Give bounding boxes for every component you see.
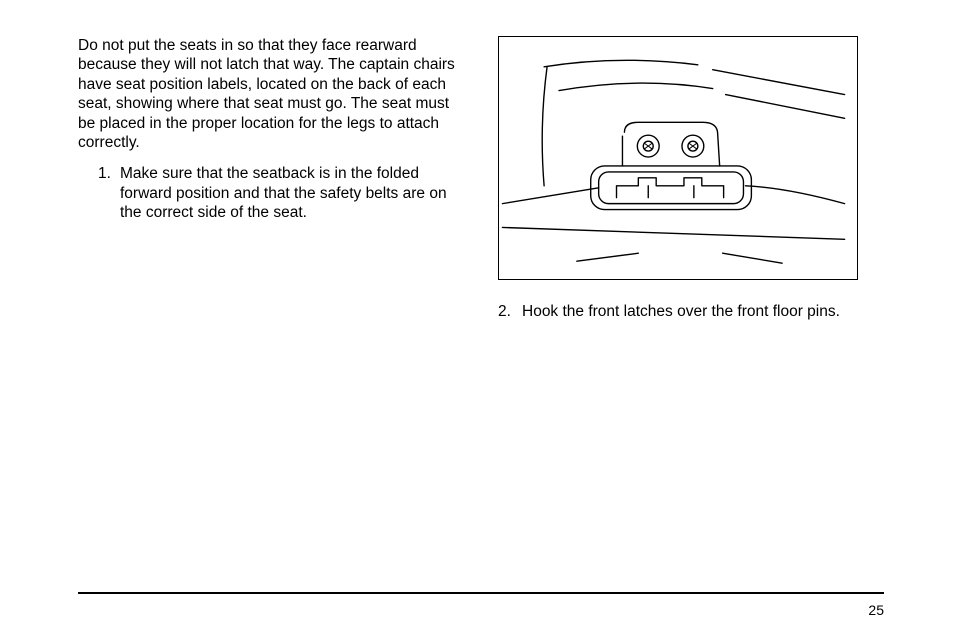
latch-diagram-svg: [499, 37, 857, 279]
intro-paragraph: Do not put the seats in so that they fac…: [78, 36, 468, 152]
page-number: 25: [868, 602, 884, 618]
footer-rule: [78, 592, 884, 594]
step-2-number: 2.: [498, 302, 511, 321]
step-1: 1. Make sure that the seatback is in the…: [98, 164, 468, 222]
step-2-text: Hook the front latches over the front fl…: [522, 303, 840, 320]
steps-list-right: 2. Hook the front latches over the front…: [498, 302, 884, 321]
step-1-text: Make sure that the seatback is in the fo…: [120, 165, 447, 221]
steps-list-left: 1. Make sure that the seatback is in the…: [78, 164, 468, 222]
content-columns: Do not put the seats in so that they fac…: [78, 36, 884, 321]
right-column: 2. Hook the front latches over the front…: [498, 36, 884, 321]
step-2: 2. Hook the front latches over the front…: [498, 302, 884, 321]
step-1-number: 1.: [98, 164, 111, 183]
figure-floor-latch: [498, 36, 858, 280]
left-column: Do not put the seats in so that they fac…: [78, 36, 468, 321]
manual-page: Do not put the seats in so that they fac…: [0, 0, 954, 636]
